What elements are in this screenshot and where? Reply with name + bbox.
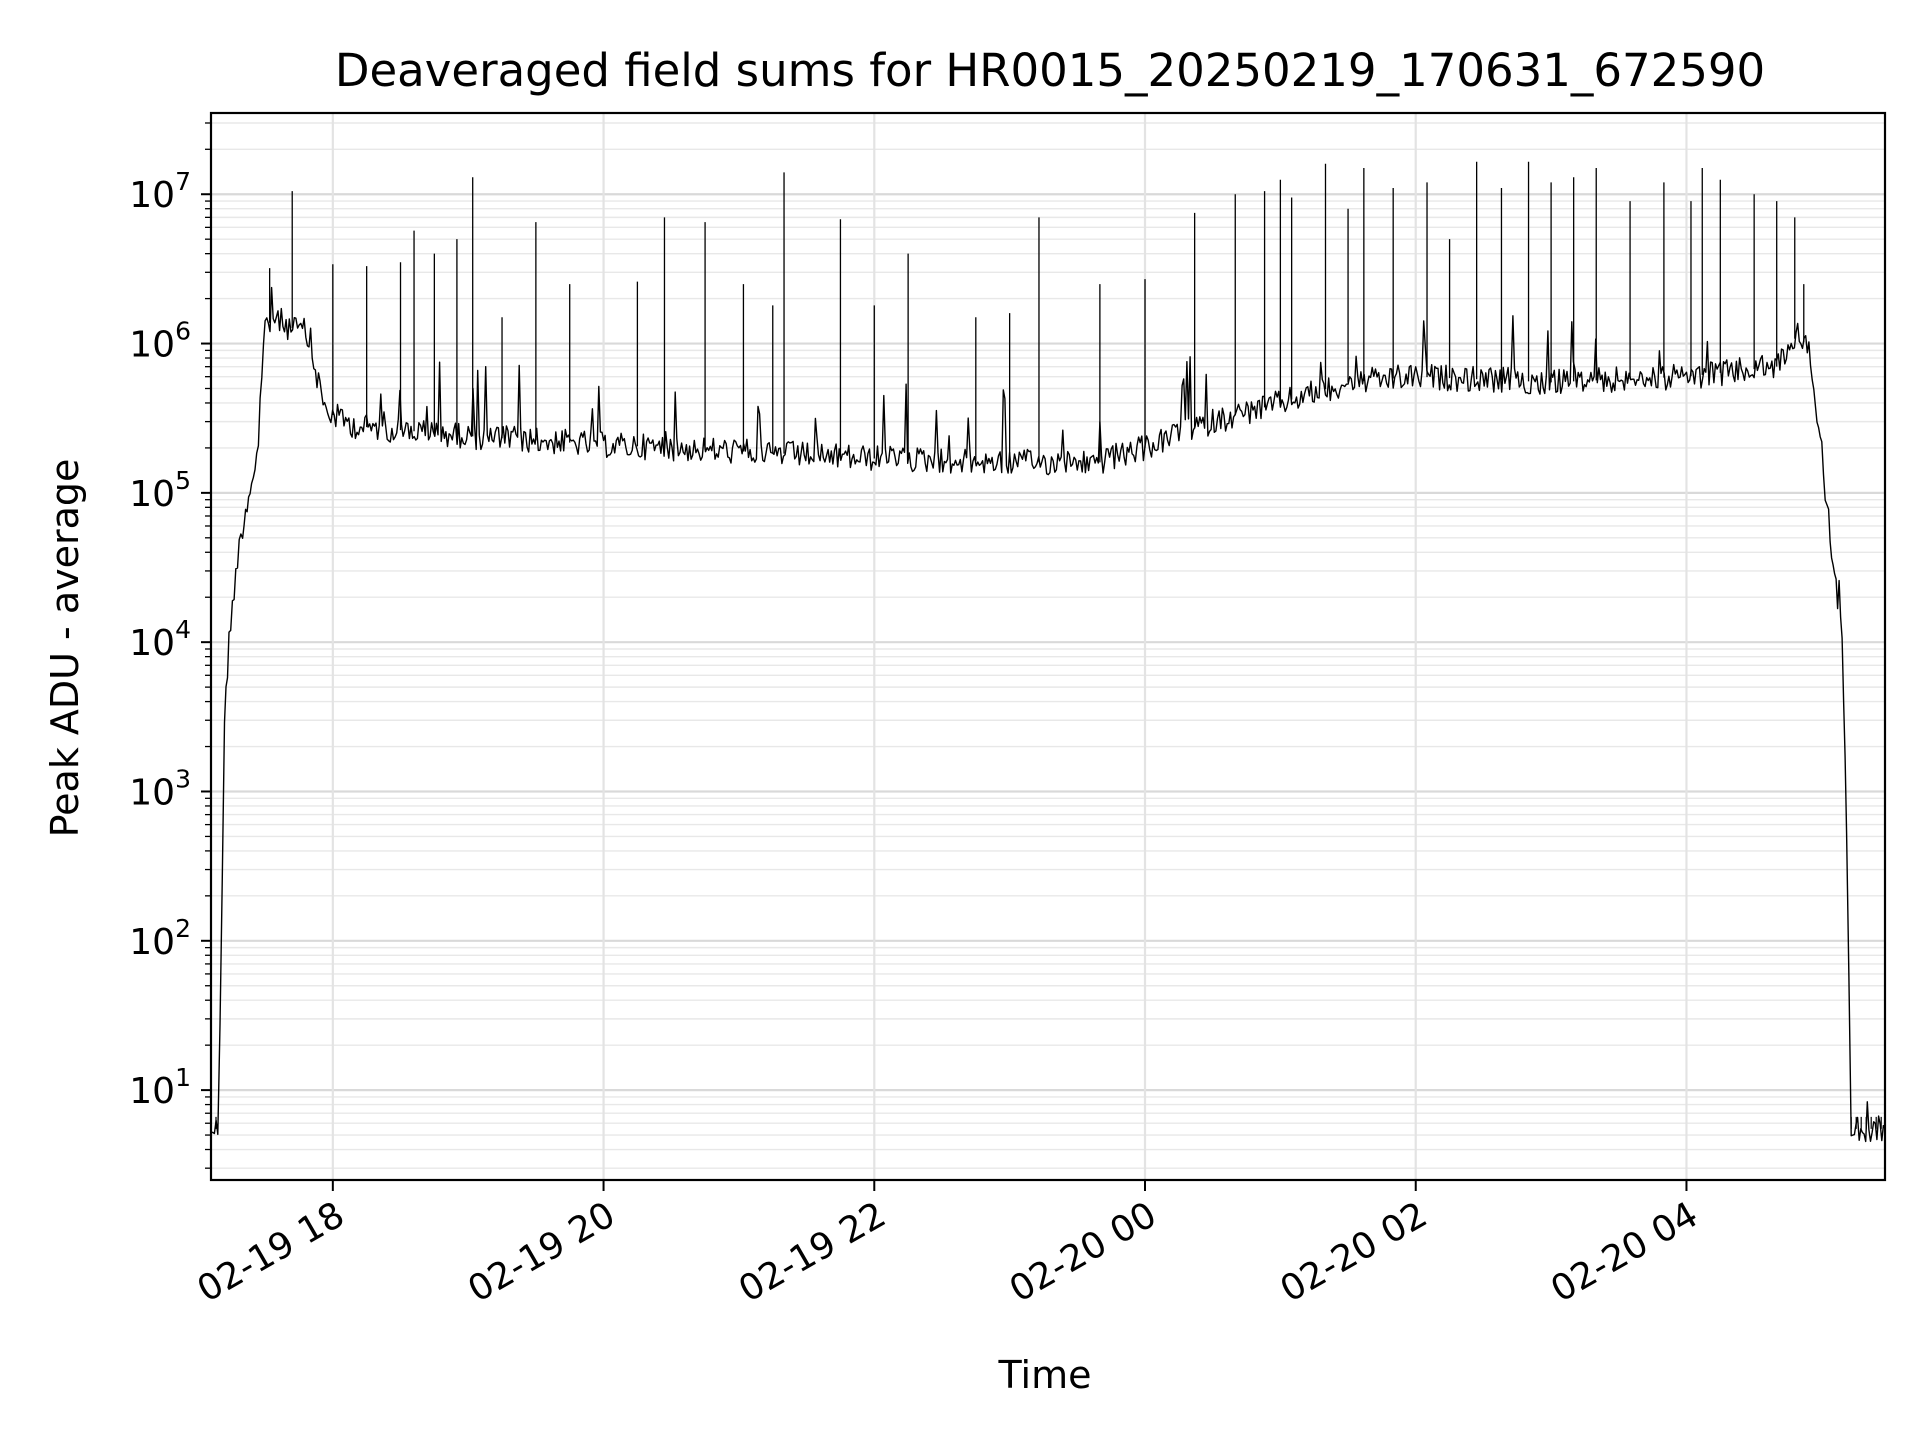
y-tick-label: 102 bbox=[129, 914, 191, 963]
y-axis-label: Peak ADU - average bbox=[43, 459, 87, 838]
y-tick-label: 105 bbox=[129, 466, 191, 515]
y-tick-label: 107 bbox=[129, 167, 191, 216]
plot-frame bbox=[209, 111, 1887, 1182]
baseline-comb bbox=[1850, 1116, 1882, 1129]
chart-title: Deaveraged field sums for HR0015_2025021… bbox=[335, 44, 1765, 97]
x-axis-label: Time bbox=[998, 1353, 1092, 1397]
grid bbox=[211, 113, 1885, 1180]
y-tick-label: 106 bbox=[129, 317, 191, 366]
y-tick-label: 101 bbox=[129, 1063, 191, 1112]
plot-area bbox=[210, 161, 1886, 1143]
y-tick-label: 104 bbox=[129, 615, 191, 664]
y-tick-label: 103 bbox=[129, 764, 191, 813]
y-axis: 101 102 103 104 105 106 107 bbox=[129, 122, 211, 1169]
series-line bbox=[210, 286, 1886, 1143]
